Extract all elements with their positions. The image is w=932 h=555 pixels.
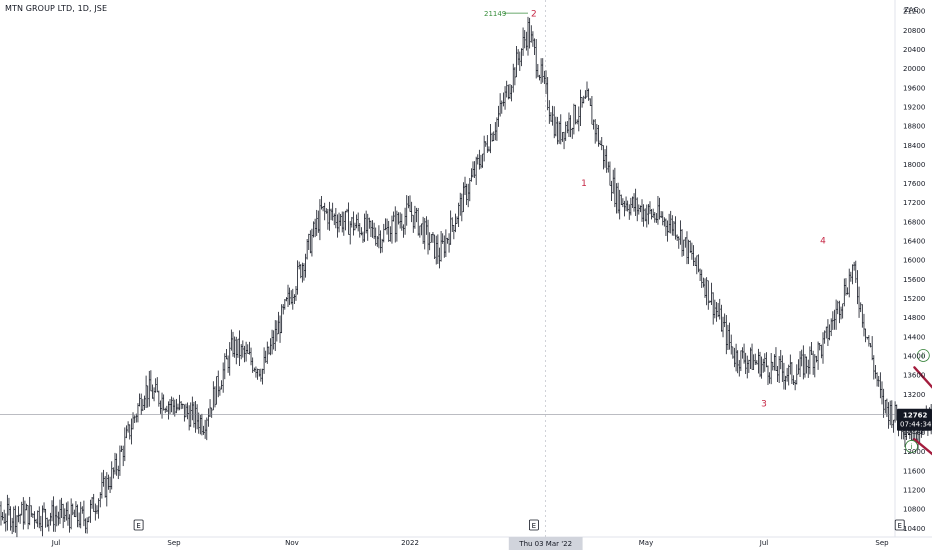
earnings-event-label: E bbox=[136, 522, 140, 530]
x-tick-label: May bbox=[639, 539, 653, 547]
y-tick-label: 14000 bbox=[903, 352, 925, 360]
wave-trend-lines bbox=[913, 366, 932, 456]
wave-label: 2 bbox=[531, 10, 537, 20]
y-tick-label: 15600 bbox=[903, 276, 925, 284]
y-tick-label: 19600 bbox=[903, 84, 925, 92]
earnings-event-marker[interactable] bbox=[133, 519, 144, 531]
y-tick-label: 11600 bbox=[903, 467, 925, 475]
price-axis[interactable]: 1040010800112001160012000124001280013200… bbox=[897, 6, 932, 533]
earnings-event-label: E bbox=[532, 522, 536, 530]
y-tick-label: 12400 bbox=[903, 429, 925, 437]
earnings-event-marker[interactable] bbox=[894, 519, 905, 531]
current-price-value: 12762 bbox=[903, 412, 927, 420]
y-tick-label: 10800 bbox=[903, 506, 925, 514]
y-tick-label: 10400 bbox=[903, 525, 925, 533]
y-tick-label: 18400 bbox=[903, 142, 925, 150]
currency-label: ZAC bbox=[904, 6, 918, 14]
event-markers: EEEEE bbox=[133, 519, 905, 531]
x-tick-label: Jul bbox=[759, 539, 769, 547]
y-tick-label: 20800 bbox=[903, 27, 925, 35]
price-level-label: 21149 bbox=[484, 10, 506, 18]
wave-channel-line bbox=[913, 366, 932, 389]
x-tick-label: Jul bbox=[51, 539, 61, 547]
crosshair-date-label: Thu 03 Mar '22 bbox=[518, 540, 572, 548]
ohlc-bars bbox=[0, 16, 932, 538]
earnings-event-marker[interactable] bbox=[529, 519, 539, 531]
y-tick-label: 12000 bbox=[903, 448, 925, 456]
x-tick-label: Sep bbox=[875, 539, 889, 547]
y-tick-label: 21200 bbox=[903, 8, 925, 16]
earnings-event-label: E bbox=[897, 522, 901, 530]
y-tick-label: 14800 bbox=[903, 314, 925, 322]
x-tick-label: Sep bbox=[167, 539, 181, 547]
y-tick-label: 13200 bbox=[903, 391, 925, 399]
y-tick-label: 17200 bbox=[903, 199, 925, 207]
countdown-timer: 07:44:34 bbox=[900, 421, 932, 429]
wave-labels: 12345ABC(A)(B)?iiiiiiivv bbox=[531, 10, 930, 453]
y-tick-label: 11200 bbox=[903, 487, 925, 495]
x-tick-label: 2022 bbox=[401, 539, 419, 547]
wave-label: 1 bbox=[581, 179, 587, 189]
y-tick-label: 14400 bbox=[903, 333, 925, 341]
wave-circle bbox=[905, 440, 918, 453]
y-tick-label: 16400 bbox=[903, 238, 925, 246]
y-tick-label: 13600 bbox=[903, 372, 925, 380]
wave-label: i bbox=[911, 443, 913, 451]
y-tick-label: 19200 bbox=[903, 103, 925, 111]
chart-title: MTN GROUP LTD, 1D, JSE bbox=[5, 4, 108, 13]
y-tick-label: 18800 bbox=[903, 123, 925, 131]
y-tick-label: 20400 bbox=[903, 46, 925, 54]
wave-label: 4 bbox=[820, 237, 826, 247]
time-axis[interactable]: JulSepNov2022MayJulSep2023MarJulSepNovTh… bbox=[51, 537, 932, 550]
y-tick-label: 16800 bbox=[903, 218, 925, 226]
y-tick-label: 16000 bbox=[903, 257, 925, 265]
wave-label: 3 bbox=[761, 399, 767, 409]
y-tick-label: 20000 bbox=[903, 65, 925, 73]
wave-channel-line bbox=[913, 438, 932, 456]
crosshair-lines bbox=[545, 0, 547, 537]
y-tick-label: 15200 bbox=[903, 295, 925, 303]
wave-circle bbox=[916, 349, 930, 362]
wave-label: ii bbox=[921, 352, 925, 360]
y-tick-label: 18000 bbox=[903, 161, 925, 169]
crosshair-date-box bbox=[508, 537, 583, 550]
price-level-markers: 2114914942145911126210735 bbox=[484, 10, 528, 18]
current-price-badge bbox=[897, 408, 932, 431]
x-tick-label: Nov bbox=[285, 539, 299, 547]
y-tick-label: 17600 bbox=[903, 180, 925, 188]
